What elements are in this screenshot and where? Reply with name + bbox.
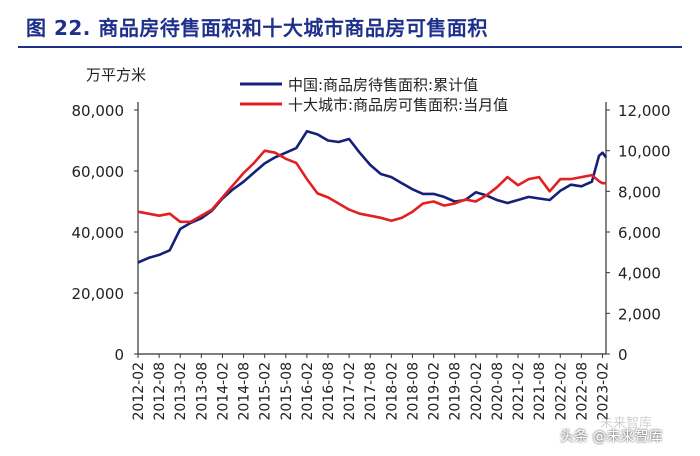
x-tick-label: 2018-08 [405, 362, 421, 421]
y-left-tick-label: 0 [114, 346, 124, 364]
series-line-china [137, 130, 608, 264]
y-right-tick-label: 12,000 [618, 102, 671, 120]
y-right-tick-label: 6,000 [618, 224, 661, 242]
y-right-tick-label: 0 [618, 346, 628, 364]
y-right-tick-label: 2,000 [618, 305, 661, 323]
x-tick-label: 2017-08 [363, 362, 379, 421]
y-right-tick-label: 4,000 [618, 265, 661, 283]
x-tick-label: 2012-02 [131, 362, 147, 421]
x-tick-label: 2021-08 [532, 362, 548, 421]
y-left-tick-label: 80,000 [72, 102, 125, 120]
title-divider [18, 46, 682, 48]
x-tick-label: 2021-02 [511, 362, 527, 421]
title-bar: 图 22. 商品房待售面积和十大城市商品房可售面积 [0, 0, 700, 44]
y-left-tick-label: 20,000 [72, 285, 125, 303]
x-tick-label: 2013-02 [173, 362, 189, 421]
x-tick-label: 2020-08 [490, 362, 506, 421]
legend-label: 中国:商品房待售面积:累计值 [288, 76, 478, 94]
x-tick-label: 2020-02 [469, 362, 485, 421]
x-tick-label: 2019-02 [427, 362, 443, 421]
x-tick-label: 2014-08 [237, 362, 253, 421]
figure-title: 图 22. 商品房待售面积和十大城市商品房可售面积 [26, 16, 488, 40]
chart-axes: 0 20,000 40,000 60,000 80,000 0 2,000 4,000 6,00… [72, 66, 671, 421]
y-left-unit-label: 万平方米 [86, 66, 146, 84]
x-tick-label: 2023-02 [595, 362, 611, 421]
x-tick-label: 2013-08 [194, 362, 210, 421]
chart-lines [137, 130, 608, 264]
x-tick-label: 2017-02 [342, 362, 358, 421]
x-tick-label: 2016-02 [300, 362, 316, 421]
x-tick-label: 2022-02 [553, 362, 569, 421]
x-tick-label: 2012-08 [152, 362, 168, 421]
legend-label: 十大城市:商品房可售面积:当月值 [288, 96, 508, 114]
x-tick-label: 2015-08 [279, 362, 295, 421]
y-right-tick-label: 10,000 [618, 143, 671, 161]
watermark-faint: 未来智库 [600, 416, 653, 431]
x-tick-label: 2014-02 [215, 362, 231, 421]
series-line-ten-cities [137, 149, 606, 224]
x-tick-label: 2016-08 [321, 362, 337, 421]
x-tick-label: 2022-08 [574, 362, 590, 421]
x-tick-label: 2018-02 [384, 362, 400, 421]
watermark: 头条 @未来智库 [560, 429, 663, 445]
x-tick-label: 2015-02 [258, 362, 274, 421]
y-left-tick-label: 60,000 [72, 163, 125, 181]
y-left-tick-label: 40,000 [72, 224, 125, 242]
y-right-tick-label: 8,000 [618, 183, 661, 201]
x-tick-label: 2019-08 [448, 362, 464, 421]
